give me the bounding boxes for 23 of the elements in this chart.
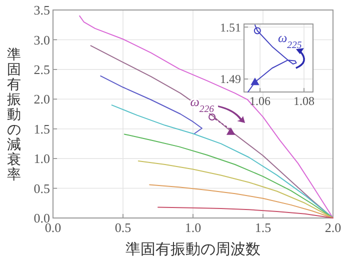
x-tick-label: 1.5 (254, 220, 272, 235)
y-tick-label: 3.5 (34, 2, 50, 18)
annotation: ω$_{225}$ (278, 30, 302, 51)
x-tick-label: 2.0 (324, 220, 342, 235)
x-tick-label: 1.08 (293, 94, 314, 108)
y-tick-label: 0.5 (34, 180, 50, 196)
line-series (138, 160, 334, 218)
y-tick-label: 1.5 (34, 121, 50, 136)
line-series (158, 206, 334, 218)
line-series (79, 15, 334, 218)
y-tick-label: 3.0 (34, 32, 50, 48)
x-tick-label: 0.5 (114, 220, 132, 235)
line-series (111, 104, 334, 218)
x-tick-label: 1.0 (184, 220, 202, 235)
line-series (124, 134, 334, 218)
y-tick-label: 2.5 (34, 62, 50, 77)
line-series (149, 184, 334, 218)
y-tick-label: 1.0 (34, 151, 50, 166)
y-tick-label: 1.49 (220, 72, 241, 86)
x-tick-label: 1.06 (250, 94, 271, 108)
text: 準固有振動の減衰率 (7, 48, 21, 183)
x-axis-title: 準固有振動の周波数 (126, 241, 260, 258)
y-tick-label: 1.51 (220, 20, 241, 34)
